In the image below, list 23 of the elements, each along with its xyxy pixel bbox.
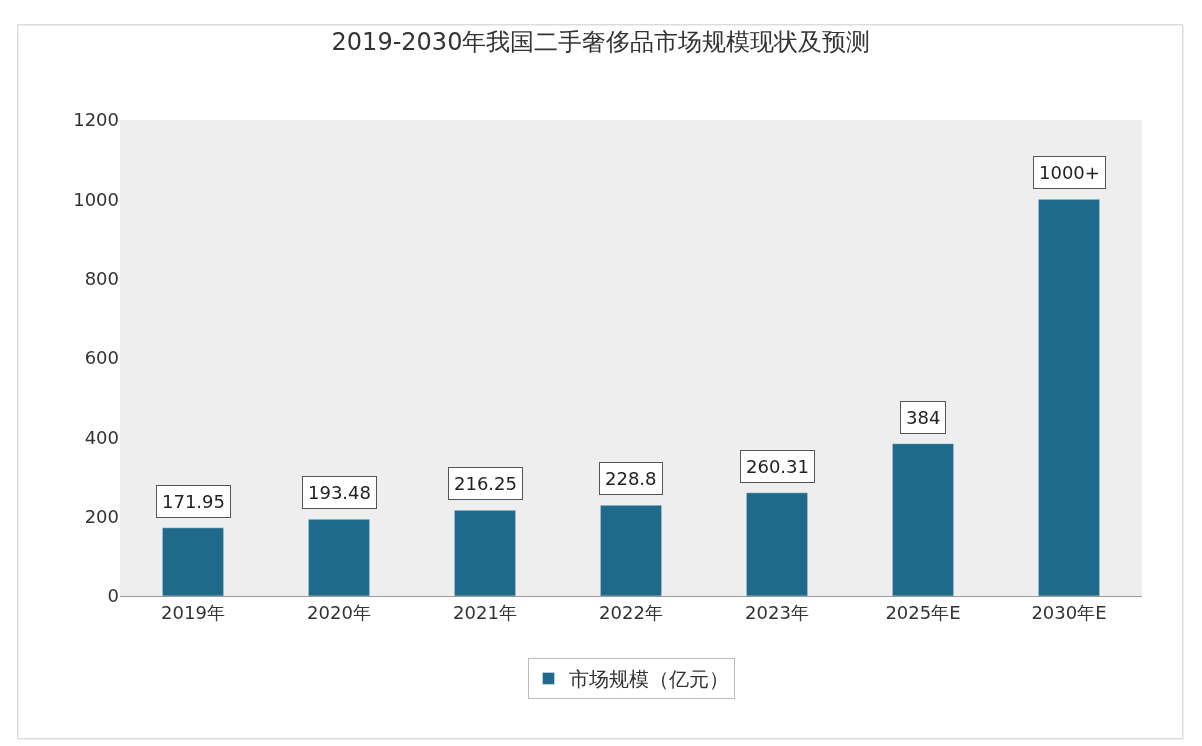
- y-tick-label: 800: [84, 267, 119, 289]
- data-label: 1000+: [1039, 162, 1100, 183]
- y-tick-label: 600: [84, 347, 119, 369]
- data-label: 171.95: [162, 491, 225, 512]
- data-label: 384: [906, 407, 941, 428]
- x-tick-label: 2019年: [161, 601, 225, 623]
- x-tick-label: 2023年: [745, 601, 809, 623]
- y-tick-label: 400: [84, 426, 119, 448]
- x-tick-label: 2021年: [453, 601, 517, 623]
- data-label: 216.25: [454, 473, 517, 494]
- legend-label: 市场规模（亿元）: [568, 667, 729, 692]
- y-tick-label: 1000: [73, 188, 119, 210]
- x-tick-label: 2025年E: [885, 601, 961, 623]
- chart-title: 2019-2030年我国二手奢侈品市场规模现状及预测: [331, 28, 871, 57]
- y-tick-label: 0: [107, 585, 119, 607]
- data-label: 260.31: [746, 456, 809, 477]
- data-label: 228.8: [605, 468, 657, 489]
- y-tick-label: 200: [84, 505, 119, 527]
- data-label: 193.48: [308, 482, 371, 503]
- y-tick-label: 1200: [73, 109, 119, 131]
- x-tick-label: 2030年E: [1031, 601, 1107, 623]
- x-tick-label: 2022年: [599, 601, 663, 623]
- x-tick-label: 2020年: [307, 601, 371, 623]
